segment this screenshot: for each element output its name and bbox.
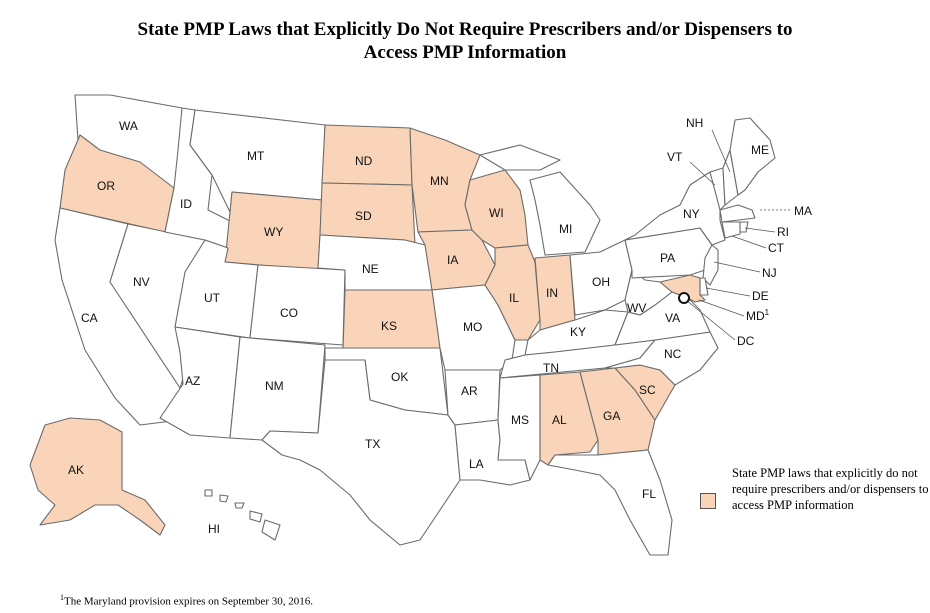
label-KY: KY (570, 325, 586, 339)
label-CO: CO (280, 306, 298, 320)
label-CA: CA (81, 311, 98, 325)
state-NC[interactable] (604, 331, 719, 386)
state-CO[interactable] (249, 264, 346, 346)
label-VT: VT (667, 150, 683, 164)
state-IL[interactable] (484, 244, 541, 341)
label-NY: NY (683, 207, 700, 221)
legend-swatch (700, 493, 716, 509)
label-TX: TX (365, 437, 380, 451)
label-MD-footnote-marker: 1 (765, 308, 770, 317)
label-NV: NV (133, 275, 150, 289)
state-labels: WA OR CA NV ID MT WY UT CO AZ NM ND SD N… (68, 116, 812, 536)
label-WV: WV (627, 301, 646, 315)
map-title-line-2: Access PMP Information (363, 42, 567, 63)
label-MO: MO (463, 320, 482, 334)
label-FL: FL (642, 487, 656, 501)
legend-text: State PMP laws that explicitly do not re… (732, 466, 929, 512)
label-KS: KS (381, 319, 397, 333)
label-DE: DE (752, 289, 769, 303)
state-CT[interactable] (721, 221, 741, 239)
label-NC: NC (664, 347, 682, 361)
label-RI: RI (777, 225, 789, 239)
label-NE: NE (362, 262, 379, 276)
label-ME: ME (751, 143, 769, 157)
label-UT: UT (204, 291, 221, 305)
state-HI[interactable] (204, 489, 281, 541)
label-NM: NM (265, 379, 284, 393)
state-AK[interactable] (29, 417, 166, 536)
label-WI: WI (489, 206, 504, 220)
dc-marker-circle (678, 292, 690, 304)
state-MA[interactable] (719, 204, 756, 223)
label-MA: MA (794, 204, 812, 218)
label-WA: WA (119, 119, 138, 133)
label-AL: AL (552, 413, 567, 427)
label-MN: MN (430, 174, 449, 188)
label-MI: MI (559, 222, 572, 236)
label-AR: AR (461, 384, 478, 398)
footnote-text: The Maryland provision expires on Septem… (64, 595, 313, 608)
state-RI[interactable] (739, 221, 749, 233)
label-IL: IL (509, 291, 519, 305)
footnote: 1The Maryland provision expires on Septe… (60, 593, 313, 608)
label-MD: MD1 (746, 308, 770, 323)
label-IN: IN (546, 286, 558, 300)
label-MT: MT (247, 149, 265, 163)
label-OK: OK (391, 370, 408, 384)
state-ME[interactable] (729, 117, 776, 196)
label-CT: CT (768, 241, 785, 255)
label-ND: ND (355, 154, 373, 168)
map-title: State PMP Laws that Explicitly Do Not Re… (0, 18, 930, 64)
footnote-marker: 1 (60, 593, 64, 602)
label-NH: NH (686, 116, 703, 130)
label-WY: WY (264, 225, 283, 239)
map-title-line-1: State PMP Laws that Explicitly Do Not Re… (137, 19, 793, 40)
label-LA: LA (469, 457, 484, 471)
label-ID: ID (180, 197, 192, 211)
label-SC: SC (639, 383, 656, 397)
state-MI[interactable] (479, 144, 601, 256)
state-FL[interactable] (547, 449, 673, 556)
label-NJ: NJ (762, 266, 777, 280)
label-DC: DC (737, 334, 755, 348)
label-AZ: AZ (185, 374, 200, 388)
label-OH: OH (592, 275, 610, 289)
label-OR: OR (97, 179, 115, 193)
state-TX[interactable] (261, 359, 461, 546)
label-MD-text: MD (746, 309, 765, 323)
leader-lines (685, 129, 790, 341)
label-GA: GA (603, 409, 620, 423)
label-PA: PA (660, 251, 675, 265)
label-AK: AK (68, 463, 84, 477)
label-VA: VA (665, 311, 680, 325)
label-MS: MS (511, 413, 529, 427)
label-HI: HI (208, 522, 220, 536)
label-IA: IA (447, 253, 458, 267)
label-SD: SD (355, 209, 372, 223)
state-MD[interactable] (659, 274, 706, 303)
label-TN: TN (543, 361, 559, 375)
